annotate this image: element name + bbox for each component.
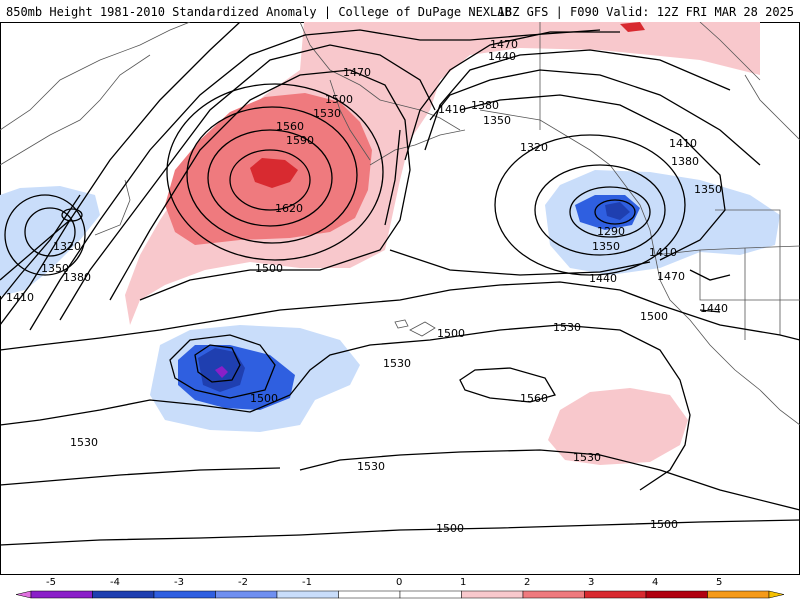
contour-label: 1530: [383, 357, 411, 370]
colorbar-segment: [276, 590, 339, 599]
colorbar-segment: [522, 590, 585, 599]
colorbar-tick-label: -4: [110, 577, 120, 588]
contour-label: 1530: [313, 107, 341, 120]
contour-label: 1500: [325, 93, 353, 106]
contour-label: 1290: [597, 225, 625, 238]
colorbar-tick-label: -3: [174, 577, 184, 588]
colorbar-segment: [215, 590, 278, 599]
colorbar-segment: [584, 590, 647, 599]
colorbar-tick-label: 4: [652, 577, 658, 588]
contour-label: 1530: [357, 460, 385, 473]
contour-label: 1350: [694, 183, 722, 196]
colorbar-tick-labels: -5 -4 -3 -2 -1 0 1 2 3 4 5: [46, 577, 722, 588]
contour-label: 1350: [483, 114, 511, 127]
map-title: 850mb Height 1981-2010 Standardized Anom…: [6, 5, 512, 19]
colorbar-segment: [153, 590, 216, 599]
colorbar-segment: [645, 590, 708, 599]
contour-label: 1350: [592, 240, 620, 253]
contour-label: 1500: [436, 522, 464, 535]
colorbar-segment: [338, 590, 401, 599]
contour-label: 1560: [276, 120, 304, 133]
contour-label: 1320: [53, 240, 81, 253]
anomaly-map: 1470 1440 1470 1500 1530 1560 1590 1620 …: [0, 22, 800, 575]
contour-label: 1410: [649, 246, 677, 259]
contour-label: 1470: [343, 66, 371, 79]
colorbar-segment: [707, 590, 770, 599]
contour-label: 1470: [490, 38, 518, 51]
contour-label: 1530: [573, 451, 601, 464]
colorbar-low-extend: [15, 590, 32, 599]
contour-label: 1350: [41, 262, 69, 275]
colorbar-tick-label: 0: [396, 577, 402, 588]
contour-label: 1500: [437, 327, 465, 340]
southeast-positive-anomaly: [548, 388, 688, 465]
contour-label-group: 1470 1440 1470 1500 1530 1560 1590 1620 …: [6, 38, 728, 535]
colorbar-segment: [399, 590, 462, 599]
contour-label: 1440: [488, 50, 516, 63]
colorbar-tick-label: 2: [524, 577, 530, 588]
contour-label: 1440: [589, 272, 617, 285]
central-negative-anomaly-peak: [215, 366, 228, 378]
colorbar-high-extend: [768, 590, 785, 599]
contour-label: 1410: [669, 137, 697, 150]
contour-label: 1590: [286, 134, 314, 147]
extreme-positive-anomaly: [250, 158, 298, 188]
height-contours: [0, 22, 800, 546]
contour-label: 1560: [520, 392, 548, 405]
contour-label: 1410: [6, 291, 34, 304]
contour-label: 1500: [250, 392, 278, 405]
anomaly-colorbar: -5 -4 -3 -2 -1 0 1 2 3 4 5: [15, 577, 785, 599]
contour-label: 1500: [640, 310, 668, 323]
colorbar-tick-label: -5: [46, 577, 56, 588]
contour-label: 1410: [438, 103, 466, 116]
colorbar-tick-label: 5: [716, 577, 722, 588]
contour-label: 1320: [520, 141, 548, 154]
contour-label: 1440: [700, 302, 728, 315]
colorbar-tick-label: 1: [460, 577, 466, 588]
contour-label: 1530: [70, 436, 98, 449]
contour-label: 1620: [275, 202, 303, 215]
contour-label: 1500: [650, 518, 678, 531]
colorbar-segment: [461, 590, 524, 599]
colorbar-segment: [30, 590, 93, 599]
contour-label: 1530: [553, 321, 581, 334]
colorbar-segments: [15, 590, 785, 599]
colorbar-segment: [92, 590, 155, 599]
contour-label: 1380: [671, 155, 699, 168]
contour-label: 1500: [255, 262, 283, 275]
colorbar-tick-label: 3: [588, 577, 594, 588]
north-positive-anomaly: [620, 22, 645, 32]
model-run-info: 18Z GFS | F090 Valid: 12Z FRI MAR 28 202…: [497, 5, 794, 19]
contour-label: 1470: [657, 270, 685, 283]
colorbar-tick-label: -2: [238, 577, 248, 588]
contour-label: 1380: [471, 99, 499, 112]
contour-label: 1380: [63, 271, 91, 284]
east-negative-anomaly-core: [605, 202, 630, 220]
colorbar-tick-label: -1: [302, 577, 312, 588]
